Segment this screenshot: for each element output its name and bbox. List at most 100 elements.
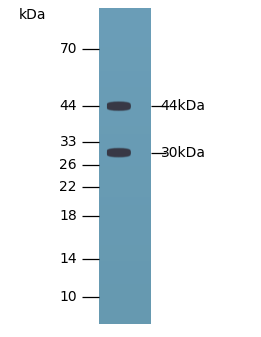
Bar [99,168,151,169]
Bar [99,133,151,134]
Bar [99,169,151,170]
Bar [99,27,151,28]
Bar [99,202,151,203]
Bar [99,121,151,122]
Bar [99,24,151,25]
Bar [99,207,151,208]
Bar [99,300,151,302]
Bar [99,113,151,114]
Bar [99,244,151,245]
Bar [99,55,151,56]
Bar [99,74,151,75]
Bar [99,225,151,226]
Bar [99,315,151,316]
Bar [99,71,151,72]
Bar [99,285,151,286]
Bar [99,181,151,182]
Ellipse shape [108,152,130,155]
Bar [99,228,151,229]
Bar [99,302,151,303]
Bar [99,90,151,91]
Bar [99,131,151,132]
Bar [99,26,151,27]
Bar [99,293,151,294]
Text: 22: 22 [60,180,77,194]
Bar [99,258,151,259]
Bar [99,167,151,168]
Bar [99,150,151,151]
Bar [99,231,151,232]
Ellipse shape [108,149,130,153]
Bar [99,318,151,319]
Bar [99,111,151,113]
Bar [99,144,151,145]
Bar [99,172,151,173]
Ellipse shape [108,149,130,152]
Ellipse shape [108,102,130,105]
Bar [99,278,151,279]
Bar [99,91,151,92]
Bar [99,15,151,16]
Bar [99,214,151,215]
Bar [99,92,151,93]
Bar [99,89,151,90]
Bar [99,107,151,108]
Bar [99,99,151,100]
Bar [99,177,151,178]
Bar [99,80,151,81]
Bar [99,314,151,315]
Bar [99,102,151,103]
Bar [99,316,151,317]
Bar [99,83,151,84]
Bar [99,256,151,257]
Bar [99,143,151,144]
Bar [99,263,151,264]
Bar [99,126,151,127]
Bar [99,18,151,19]
Ellipse shape [108,104,130,108]
Bar [99,37,151,38]
Bar [99,95,151,96]
Bar [99,188,151,189]
Bar [99,130,151,131]
Bar [99,34,151,35]
Bar [99,153,151,154]
Ellipse shape [108,106,130,110]
Bar [99,320,151,321]
Bar [99,289,151,290]
Bar [99,29,151,30]
Bar [99,232,151,233]
Bar [99,229,151,230]
Bar [99,28,151,29]
Bar [99,155,151,156]
Bar [99,8,151,9]
Bar [99,105,151,106]
Bar [99,35,151,36]
Bar [99,219,151,221]
Bar [99,180,151,181]
Bar [99,65,151,66]
Bar [99,288,151,289]
Bar [99,274,151,275]
Bar [99,319,151,320]
Bar [99,132,151,133]
Bar [99,264,151,265]
Bar [99,106,151,107]
Bar [99,195,151,196]
Bar [99,81,151,82]
Bar [99,116,151,117]
Bar [99,141,151,142]
Bar [99,57,151,58]
Bar [99,205,151,206]
Bar [99,246,151,247]
Bar [99,98,151,99]
Bar [99,307,151,308]
Bar [99,259,151,261]
Ellipse shape [108,105,130,110]
Bar [99,218,151,219]
Bar [99,211,151,212]
Bar [99,193,151,194]
Bar [99,183,151,184]
Bar [99,154,151,155]
Bar [99,187,151,188]
